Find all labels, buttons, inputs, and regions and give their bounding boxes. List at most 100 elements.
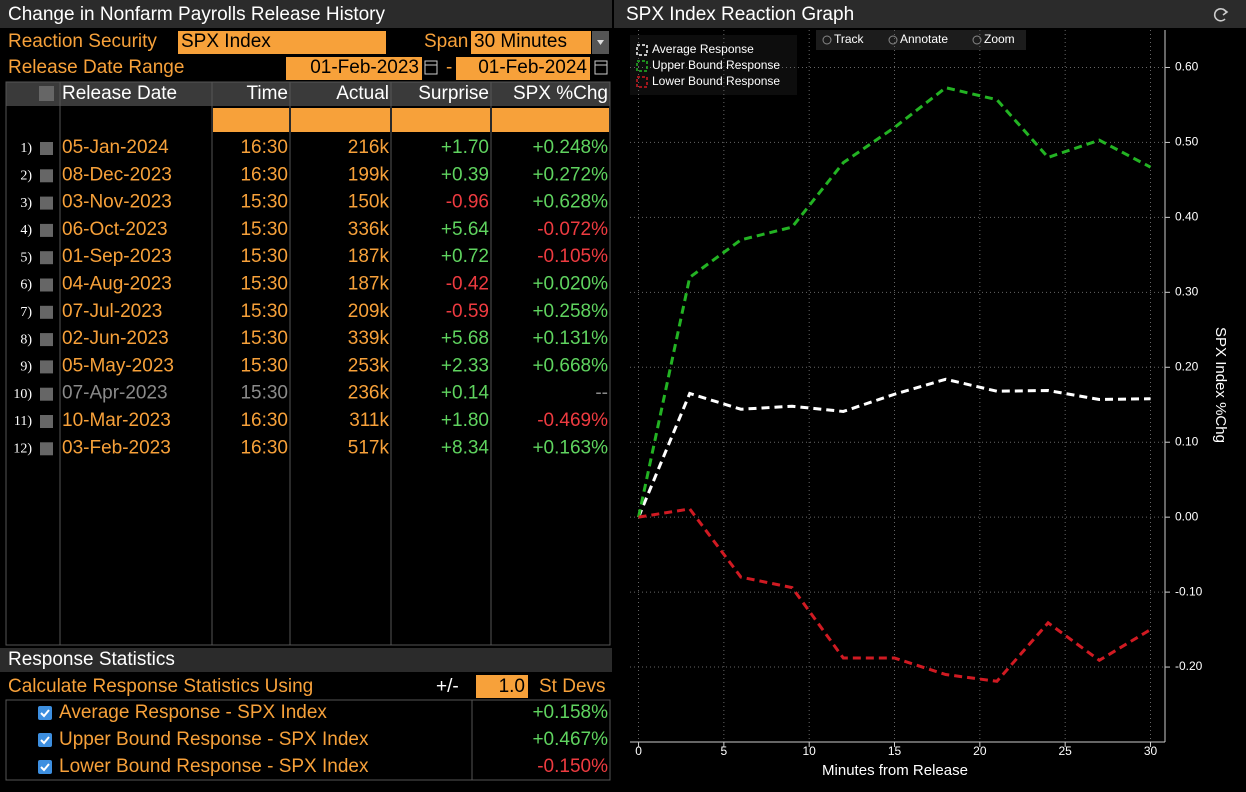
row-index: 5) <box>20 250 32 265</box>
release-time: 15:30 <box>240 192 288 213</box>
row-checkbox[interactable] <box>40 251 53 265</box>
legend-swatch <box>636 44 648 56</box>
release-date: 02-Jun-2023 <box>62 328 169 349</box>
table-columns <box>59 82 492 645</box>
x-tick-label: 10 <box>803 744 817 758</box>
actual: 253k <box>348 355 390 376</box>
toolbar-icon[interactable] <box>822 35 832 45</box>
y-tick-label: 0.60 <box>1175 60 1199 74</box>
row-checkbox[interactable] <box>40 333 53 347</box>
x-tick-label: 30 <box>1144 744 1158 758</box>
release-date: 03-Feb-2023 <box>62 437 171 458</box>
row-checkbox[interactable] <box>40 223 53 237</box>
row-checkbox[interactable] <box>40 278 53 292</box>
toolbar-button[interactable]: Zoom <box>984 32 1015 46</box>
x-tick-label: 5 <box>721 744 728 758</box>
y-tick-label: 0.00 <box>1175 509 1199 523</box>
label: +/- <box>436 676 459 697</box>
release-time: 15:30 <box>240 355 288 376</box>
surprise: +8.34 <box>441 437 490 458</box>
stdev-input[interactable] <box>476 675 528 698</box>
toolbar-button[interactable]: Annotate <box>900 32 948 46</box>
row-checkbox[interactable] <box>40 415 53 428</box>
stat-label: Upper Bound Response - SPX Index <box>59 729 369 750</box>
surprise: +0.72 <box>441 246 489 267</box>
release-date: 05-Jan-2024 <box>62 137 169 158</box>
date-from-input[interactable] <box>286 57 422 80</box>
input-text: 1.0 <box>499 676 525 697</box>
row-checkbox[interactable] <box>40 142 53 155</box>
series-line <box>638 507 1152 683</box>
toolbar-icon[interactable] <box>888 35 898 45</box>
filter-row[interactable] <box>213 108 609 132</box>
actual: 236k <box>348 383 390 404</box>
release-time: 16:30 <box>240 137 288 158</box>
toolbar-button[interactable]: Track <box>834 32 865 46</box>
y-tick-label: -0.20 <box>1175 659 1203 673</box>
date-to-input[interactable] <box>456 57 590 80</box>
release-time: 16:30 <box>240 437 288 458</box>
release-date: 07-Apr-2023 <box>62 383 168 404</box>
table-header-bg <box>6 82 610 106</box>
label: Calculate Response Statistics Using <box>8 676 313 697</box>
chart-title-bar <box>614 0 1246 28</box>
surprise: +2.33 <box>441 355 489 376</box>
chart-title: SPX Index Reaction Graph <box>626 4 854 25</box>
header-checkbox[interactable] <box>39 86 54 101</box>
row-checkbox[interactable] <box>40 305 53 319</box>
release-date: 03-Nov-2023 <box>62 192 172 213</box>
row-checkbox[interactable] <box>40 169 53 183</box>
surprise: -0.59 <box>446 301 489 322</box>
title-bar <box>0 0 612 28</box>
row-checkbox[interactable] <box>40 387 53 401</box>
legend-box <box>630 35 797 95</box>
stat-checkbox[interactable] <box>38 760 52 774</box>
input-text: 30 Minutes <box>474 31 567 52</box>
x-tick-label: 20 <box>973 744 987 758</box>
actual: 150k <box>348 192 390 213</box>
actual: 216k <box>348 137 390 158</box>
row-index: 6) <box>20 278 32 293</box>
release-time: 15:30 <box>240 246 288 267</box>
legend-entry: Lower Bound Response <box>652 74 780 88</box>
release-date: 01-Sep-2023 <box>62 246 172 267</box>
toolbar-icon[interactable] <box>972 35 982 45</box>
calendar-icons[interactable] <box>424 60 608 75</box>
row-index: 2) <box>20 169 32 184</box>
series-line <box>637 377 1151 518</box>
release-time: 16:30 <box>240 164 288 185</box>
row-checkbox[interactable] <box>40 442 53 456</box>
input-text: SPX Index <box>181 31 271 52</box>
release-time: 15:30 <box>240 219 288 240</box>
surprise: +1.80 <box>441 410 489 431</box>
row-index: 4) <box>20 223 32 238</box>
legend-entry: Upper Bound Response <box>652 58 780 72</box>
refresh-icon[interactable] <box>1213 8 1229 22</box>
y-tick-label: 0.50 <box>1175 135 1199 149</box>
label: St Devs <box>539 676 606 697</box>
column-header: SPX %Chg <box>513 83 608 104</box>
surprise: -0.42 <box>446 274 489 295</box>
surprise: +5.64 <box>441 219 490 240</box>
column-header: Surprise <box>418 83 489 104</box>
pct-change: +0.163% <box>532 437 608 458</box>
row-index: 8) <box>20 332 32 347</box>
label: Reaction Security <box>8 31 157 52</box>
row-index: 11) <box>14 414 32 429</box>
actual: 199k <box>348 164 390 185</box>
legend-swatch <box>636 76 648 88</box>
span-input[interactable] <box>471 31 591 54</box>
column-header: Time <box>246 83 288 104</box>
y-tick-label: -0.10 <box>1175 584 1203 598</box>
row-index: 10) <box>13 387 32 402</box>
surprise: +0.14 <box>441 383 490 404</box>
security-input[interactable] <box>178 31 386 54</box>
release-time: 15:30 <box>240 301 288 322</box>
row-checkbox[interactable] <box>40 360 53 374</box>
x-tick-label: 25 <box>1058 744 1072 758</box>
stat-checkbox[interactable] <box>38 706 52 720</box>
row-checkbox[interactable] <box>40 196 53 210</box>
stat-checkbox[interactable] <box>38 733 52 747</box>
